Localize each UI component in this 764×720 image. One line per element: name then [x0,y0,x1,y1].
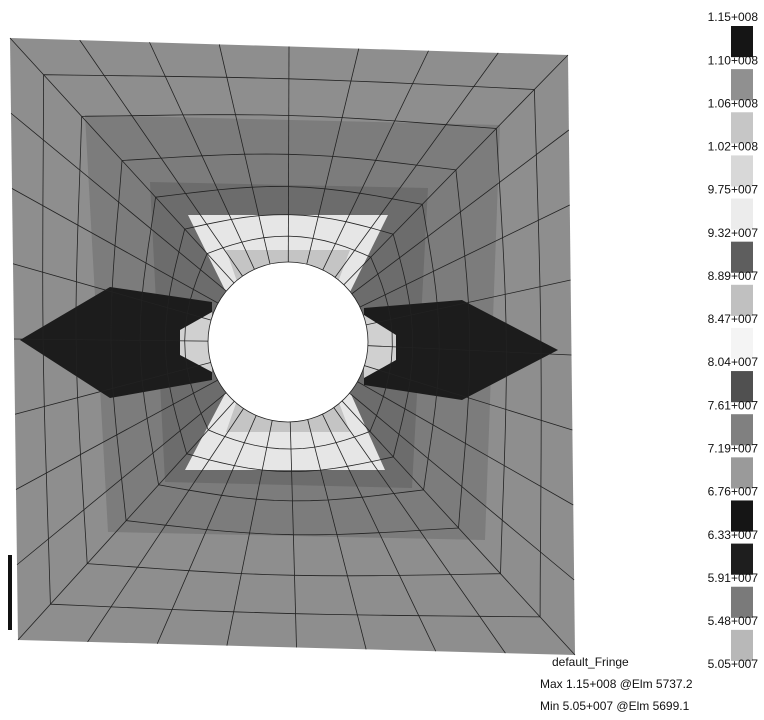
legend-label: 6.33+007 [708,528,759,542]
page: 1.15+008 1.10+008 1.06+008 1.02+008 9.75+007… [0,0,764,720]
marker [8,555,12,630]
fringe-name: default_Fringe [552,655,629,669]
max-info: Max 1.15+008 @Elm 5737.2 [540,677,693,691]
legend-label: 8.04+007 [708,355,759,369]
legend-label: 8.89+007 [708,269,759,283]
hole [208,262,368,422]
fringe-plot: 1.15+008 1.10+008 1.06+008 1.02+008 9.75+007… [0,0,764,720]
model [8,38,575,655]
legend-label: 5.91+007 [708,571,759,585]
legend-label: 1.06+008 [708,96,759,110]
legend-label: 1.10+008 [708,53,759,67]
legend-label: 9.75+007 [708,183,759,197]
legend-label: 7.19+007 [708,442,759,456]
legend-label: 8.47+007 [708,312,759,326]
legend-label: 7.61+007 [708,398,759,412]
legend-label: 1.02+008 [708,140,759,154]
min-info: Min 5.05+007 @Elm 5699.1 [540,699,690,713]
legend-swatches [731,26,753,661]
legend-label: 6.76+007 [708,485,759,499]
legend-label: 1.15+008 [708,10,759,24]
legend-label: 5.48+007 [708,614,759,628]
legend-label: 5.05+007 [708,657,759,671]
legend-label: 9.32+007 [708,226,759,240]
